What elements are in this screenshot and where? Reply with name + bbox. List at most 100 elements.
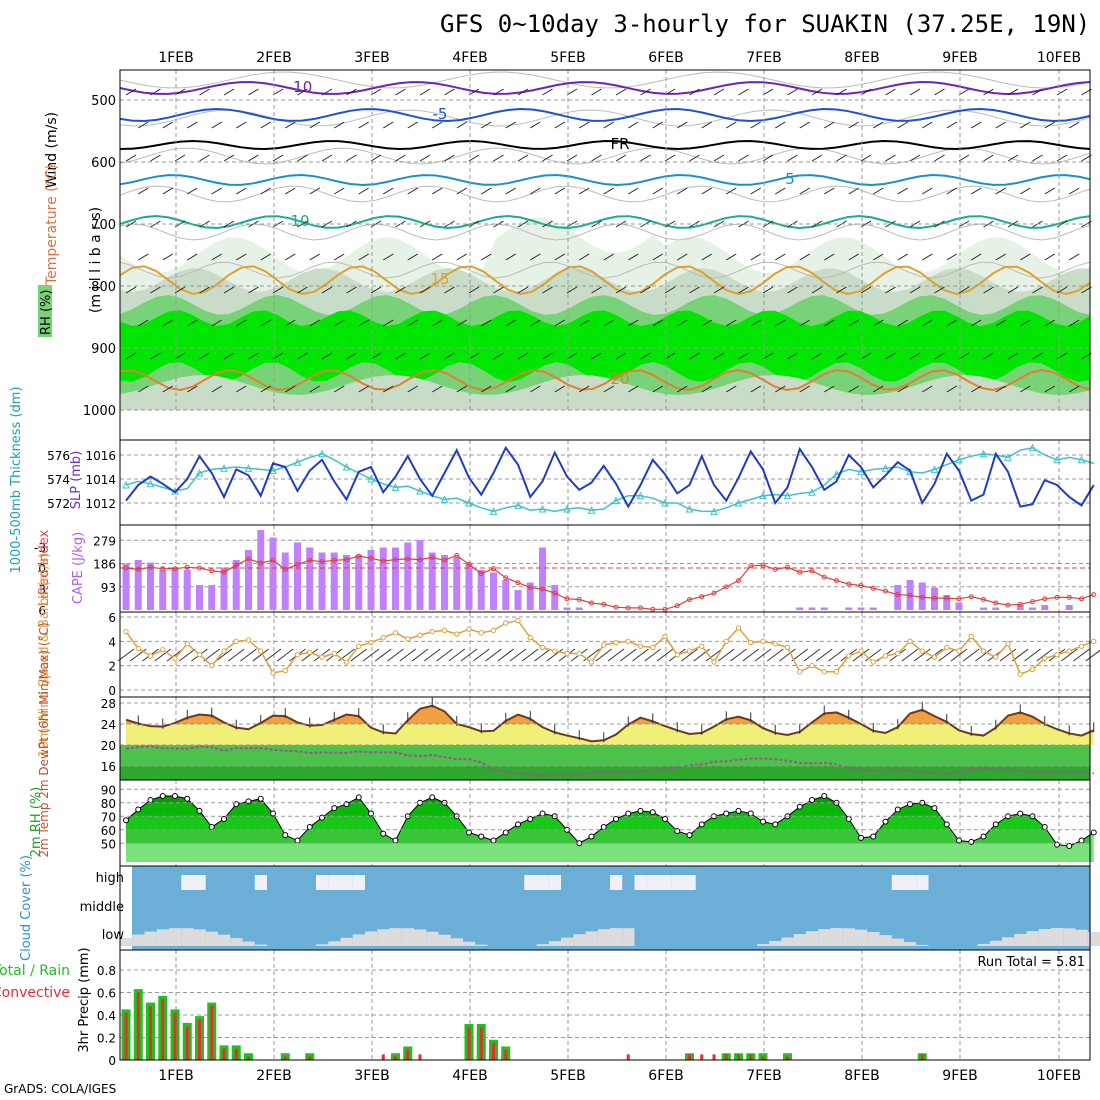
li-marker xyxy=(307,557,313,563)
wind-barb xyxy=(664,352,676,360)
convective-bar xyxy=(492,1043,495,1060)
wind-barb xyxy=(542,88,553,96)
wind-barb xyxy=(517,88,529,96)
wind-barb xyxy=(627,319,639,327)
wind-barb xyxy=(448,648,466,662)
wind-barb xyxy=(970,187,982,195)
wind-barb xyxy=(517,286,529,294)
wind-speed-marker xyxy=(441,627,448,634)
li-marker xyxy=(821,574,827,580)
wind-barb xyxy=(836,154,847,162)
wind-barb xyxy=(505,253,517,261)
rh-tick: 50 xyxy=(101,837,116,851)
cape-bar xyxy=(943,595,951,610)
wind-barb xyxy=(693,648,711,662)
wind-barb xyxy=(652,121,664,129)
cloud-low-block xyxy=(193,929,206,946)
wind-barb xyxy=(276,648,294,662)
cloud-low-block xyxy=(585,931,598,946)
cloud-low-block xyxy=(438,934,451,946)
wind-barb xyxy=(399,648,417,662)
wind-barb xyxy=(787,154,798,162)
cape-bar xyxy=(820,607,828,610)
wind-barb xyxy=(909,352,921,360)
wind-barb xyxy=(799,121,811,129)
wind-speed-marker xyxy=(466,626,472,632)
wind-barb xyxy=(333,253,345,261)
wind-barb xyxy=(676,385,688,393)
cape-bar xyxy=(563,607,571,610)
li-marker xyxy=(797,569,803,575)
wind-barb xyxy=(1036,648,1054,662)
wind-barb xyxy=(701,319,713,327)
wind-speed-marker xyxy=(846,653,852,659)
cloud-low-block xyxy=(842,928,855,946)
rh-marker xyxy=(625,810,632,817)
wind-barb xyxy=(480,385,492,393)
wind-barb xyxy=(346,154,357,162)
wind-speed-marker xyxy=(637,643,644,649)
li-marker xyxy=(1005,602,1011,608)
wind-barb xyxy=(689,88,700,96)
wind-barb xyxy=(995,385,1007,393)
wind-speed-marker xyxy=(907,638,913,645)
wind-barb xyxy=(395,286,406,294)
wind-barb xyxy=(137,385,149,393)
wind-barb xyxy=(358,385,370,393)
wind-barb xyxy=(284,187,296,195)
wind-barb xyxy=(713,352,725,360)
thickness-marker xyxy=(661,498,669,507)
li-marker xyxy=(380,558,386,564)
convective-bar xyxy=(210,1006,214,1060)
wind-barb xyxy=(370,352,382,360)
thickness-marker xyxy=(440,495,449,503)
wind-barb xyxy=(260,253,272,261)
convective-bar xyxy=(406,1049,410,1060)
top-date-label: 5FEB xyxy=(550,50,585,66)
wind-barb xyxy=(505,319,517,327)
rh-axis-label: RH (%) xyxy=(39,290,54,335)
wind-speed-marker xyxy=(980,648,987,654)
wind-tick: 0 xyxy=(108,684,116,698)
rh-marker xyxy=(600,824,607,831)
wind-barb xyxy=(333,121,345,129)
wind-speed-marker xyxy=(417,632,423,638)
cape-bar xyxy=(196,585,203,610)
rh-marker xyxy=(331,805,338,812)
wind-barb xyxy=(272,352,284,360)
wind-speed-marker xyxy=(233,638,239,645)
wind-barb xyxy=(162,187,174,195)
wind-barb xyxy=(534,648,551,662)
wind-barb xyxy=(983,286,994,294)
convective-bar xyxy=(149,1006,152,1060)
wind-barb xyxy=(211,253,223,261)
wind-barb xyxy=(554,385,566,393)
cloud-low-block xyxy=(1014,933,1027,946)
rh-marker xyxy=(723,810,730,817)
wind-speed-marker xyxy=(1017,671,1023,677)
chart-title: GFS 0~10day 3-hourly for SUAKIN (37.25E,… xyxy=(440,10,1091,38)
wind-barb xyxy=(676,187,688,195)
wind-barb xyxy=(713,88,725,96)
wind-barb xyxy=(215,648,233,662)
thickness-marker xyxy=(244,464,253,472)
li-marker xyxy=(723,584,729,590)
wind-barb xyxy=(480,319,492,327)
wind-barb xyxy=(713,154,725,162)
wind-barb xyxy=(554,253,566,261)
wind-barb xyxy=(681,648,698,662)
convective-bar xyxy=(626,1054,630,1060)
cloud-low-block xyxy=(916,944,929,946)
wind-barb xyxy=(909,154,921,162)
wind-barb xyxy=(1032,88,1043,96)
temp-line xyxy=(125,704,1095,743)
convective-bar xyxy=(124,1012,128,1060)
cloud-low-block xyxy=(757,944,770,946)
convective-bar xyxy=(737,1054,740,1060)
rh-marker xyxy=(858,834,864,841)
wind-speed-marker xyxy=(209,662,215,669)
wind-barb xyxy=(779,648,796,662)
cape-bar xyxy=(355,555,363,610)
thickness-marker xyxy=(391,483,400,491)
wind-barb xyxy=(717,648,735,662)
